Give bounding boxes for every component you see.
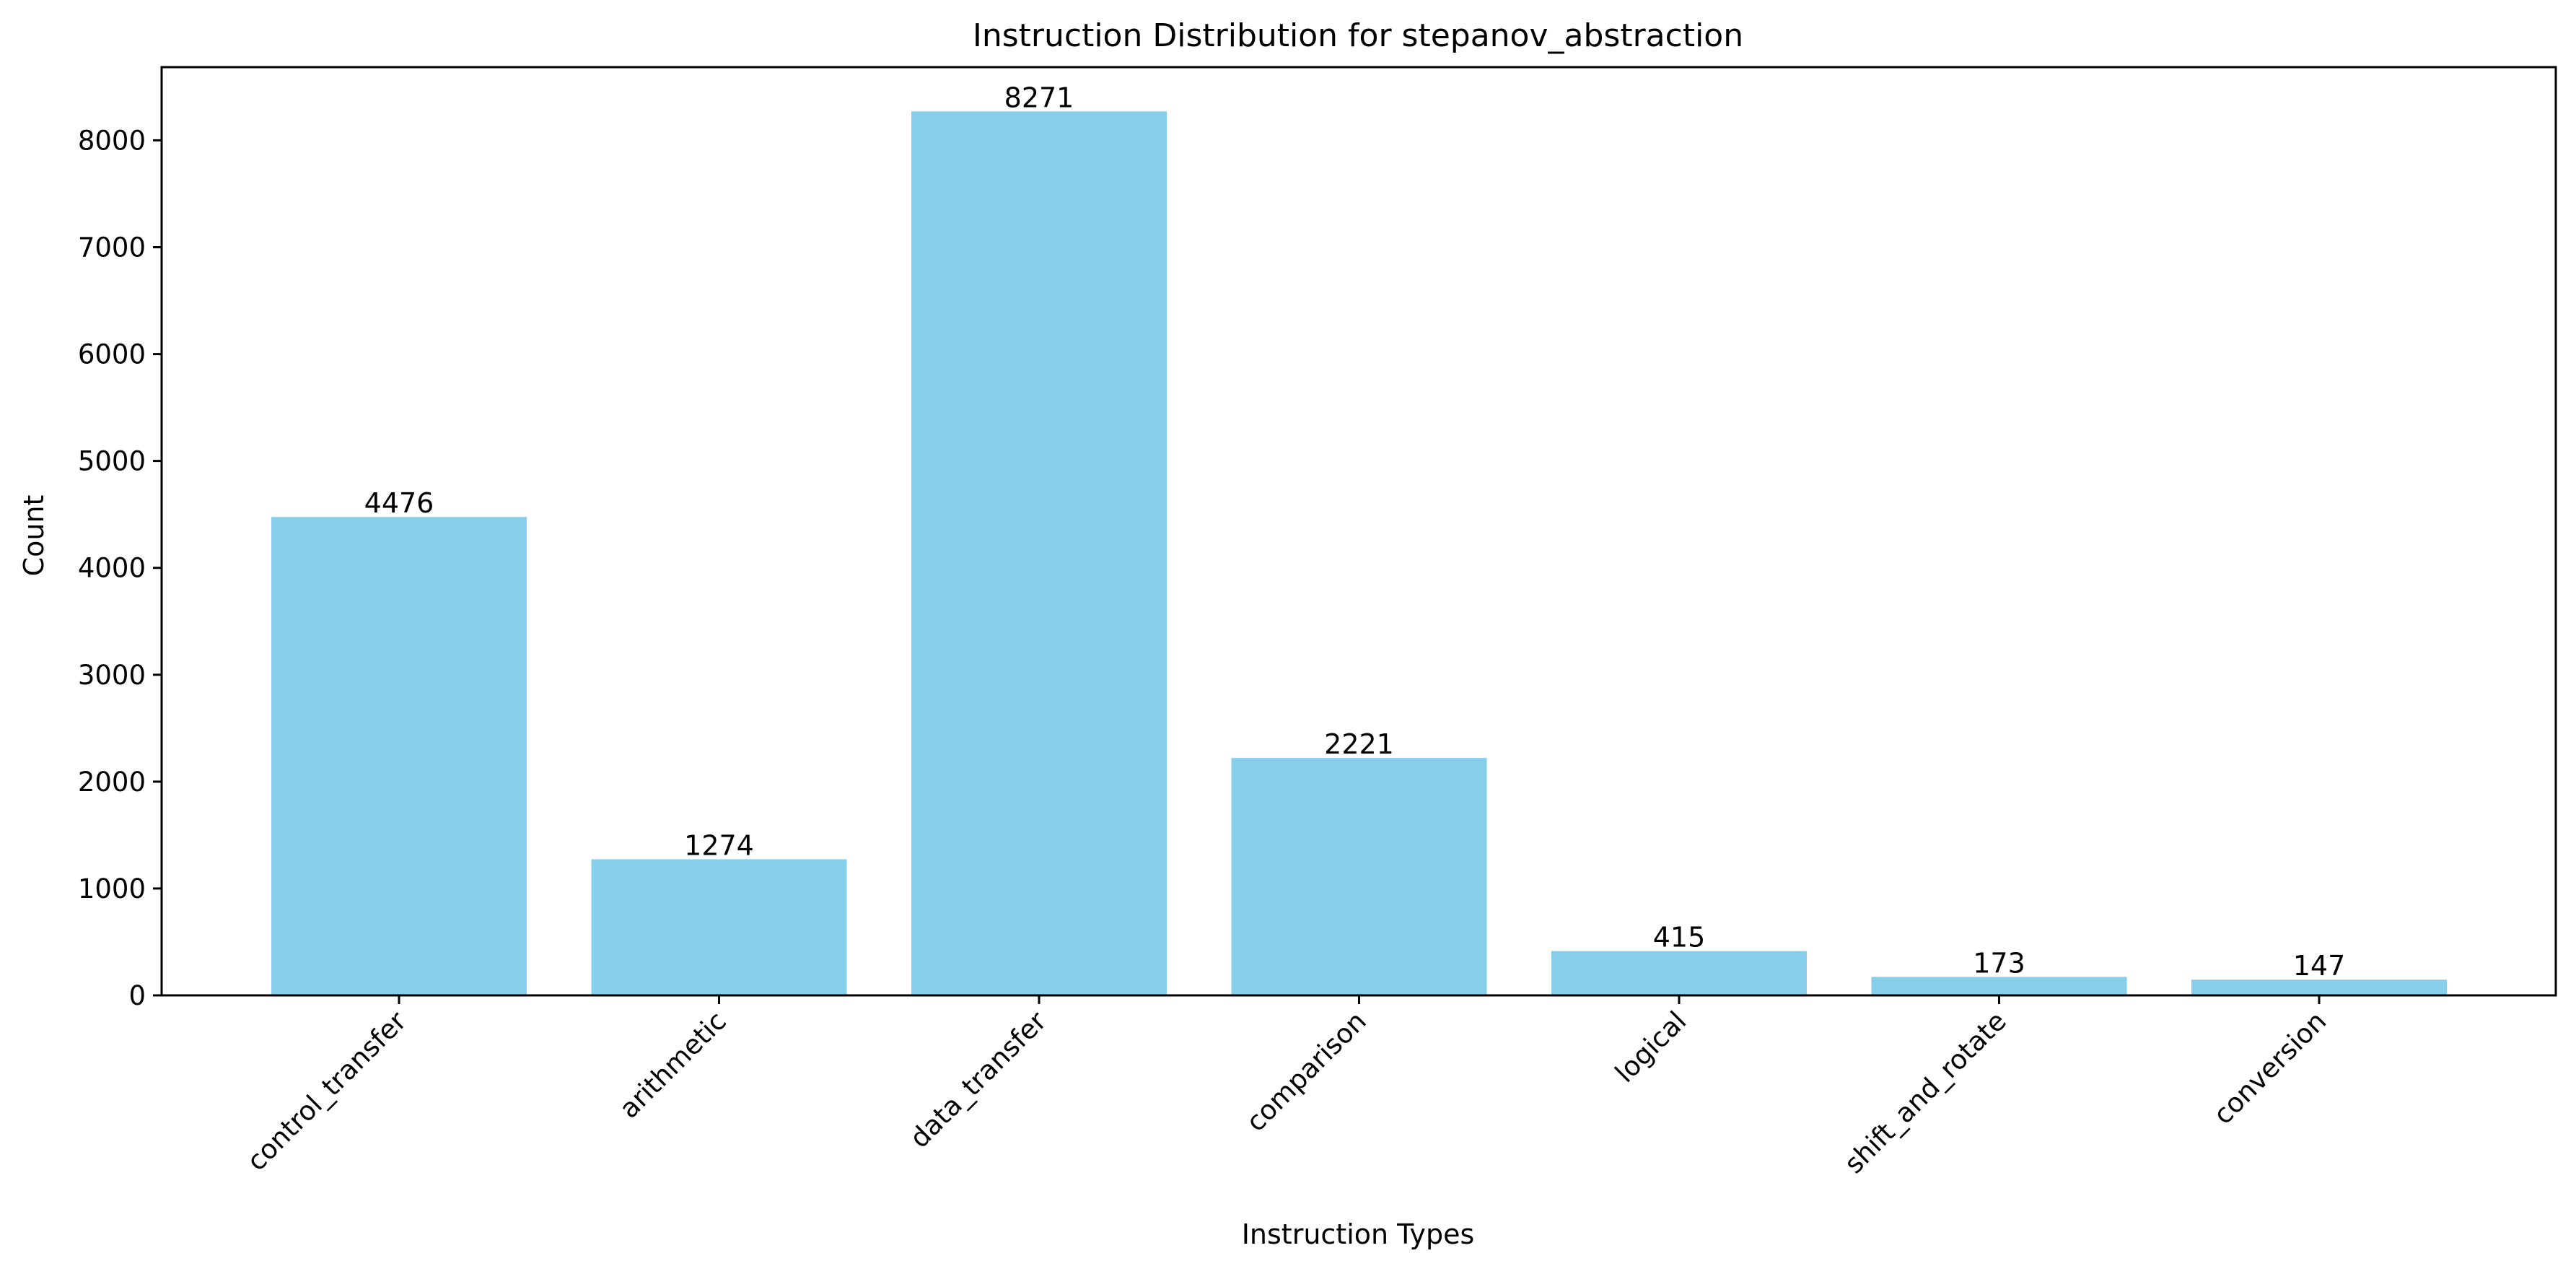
y-axis-label: Count bbox=[18, 495, 50, 577]
plot-area-frame bbox=[160, 66, 2557, 997]
bars-layer bbox=[271, 111, 2447, 995]
y-axis-ticks: 0 1000 2000 3000 4000 5000 6000 7000 8000 bbox=[78, 125, 162, 1011]
y-tick-label: 1000 bbox=[78, 873, 146, 904]
data-label-conversion: 147 bbox=[2293, 950, 2346, 982]
y-tick-label: 3000 bbox=[78, 660, 146, 691]
data-labels-layer: 4476 1274 8271 2221 415 173 147 bbox=[364, 82, 2346, 982]
data-label-data-transfer: 8271 bbox=[1004, 82, 1074, 113]
bar-data-transfer bbox=[911, 111, 1167, 995]
bar-arithmetic bbox=[591, 859, 847, 995]
bar-comparison bbox=[1231, 758, 1487, 995]
bar-control-transfer bbox=[271, 517, 527, 995]
y-tick-label: 2000 bbox=[78, 767, 146, 798]
x-tick-label-shift-and-rotate: shift_and_rotate bbox=[1839, 1005, 2012, 1179]
x-axis-ticks: control_transfer arithmetic data_transfer c… bbox=[241, 995, 2332, 1179]
x-tick-label-control-transfer: control_transfer bbox=[241, 1005, 413, 1177]
x-tick-label-conversion: conversion bbox=[2207, 1005, 2332, 1130]
bar-logical bbox=[1551, 951, 1807, 995]
y-tick-label: 6000 bbox=[78, 339, 146, 370]
chart-title: Instruction Distribution for stepanov_ab… bbox=[973, 17, 1743, 54]
bar-shift-and-rotate bbox=[1871, 977, 2127, 995]
y-tick-label: 8000 bbox=[78, 125, 146, 156]
data-label-shift-and-rotate: 173 bbox=[1973, 947, 2025, 979]
x-tick-label-comparison: comparison bbox=[1240, 1005, 1372, 1138]
data-label-logical: 415 bbox=[1653, 922, 1706, 954]
y-tick-label: 7000 bbox=[78, 232, 146, 263]
y-tick-label: 5000 bbox=[78, 446, 146, 477]
x-axis-label: Instruction Types bbox=[1242, 1218, 1475, 1250]
data-label-control-transfer: 4476 bbox=[364, 487, 434, 519]
y-tick-label: 0 bbox=[128, 980, 146, 1011]
x-tick-label-arithmetic: arithmetic bbox=[613, 1005, 732, 1125]
x-tick-label-data-transfer: data_transfer bbox=[904, 1005, 1053, 1153]
bar-conversion bbox=[2191, 980, 2447, 995]
y-tick-label: 4000 bbox=[78, 553, 146, 584]
x-tick-label-logical: logical bbox=[1609, 1005, 1692, 1088]
data-label-arithmetic: 1274 bbox=[684, 829, 754, 861]
data-label-comparison: 2221 bbox=[1324, 728, 1394, 760]
